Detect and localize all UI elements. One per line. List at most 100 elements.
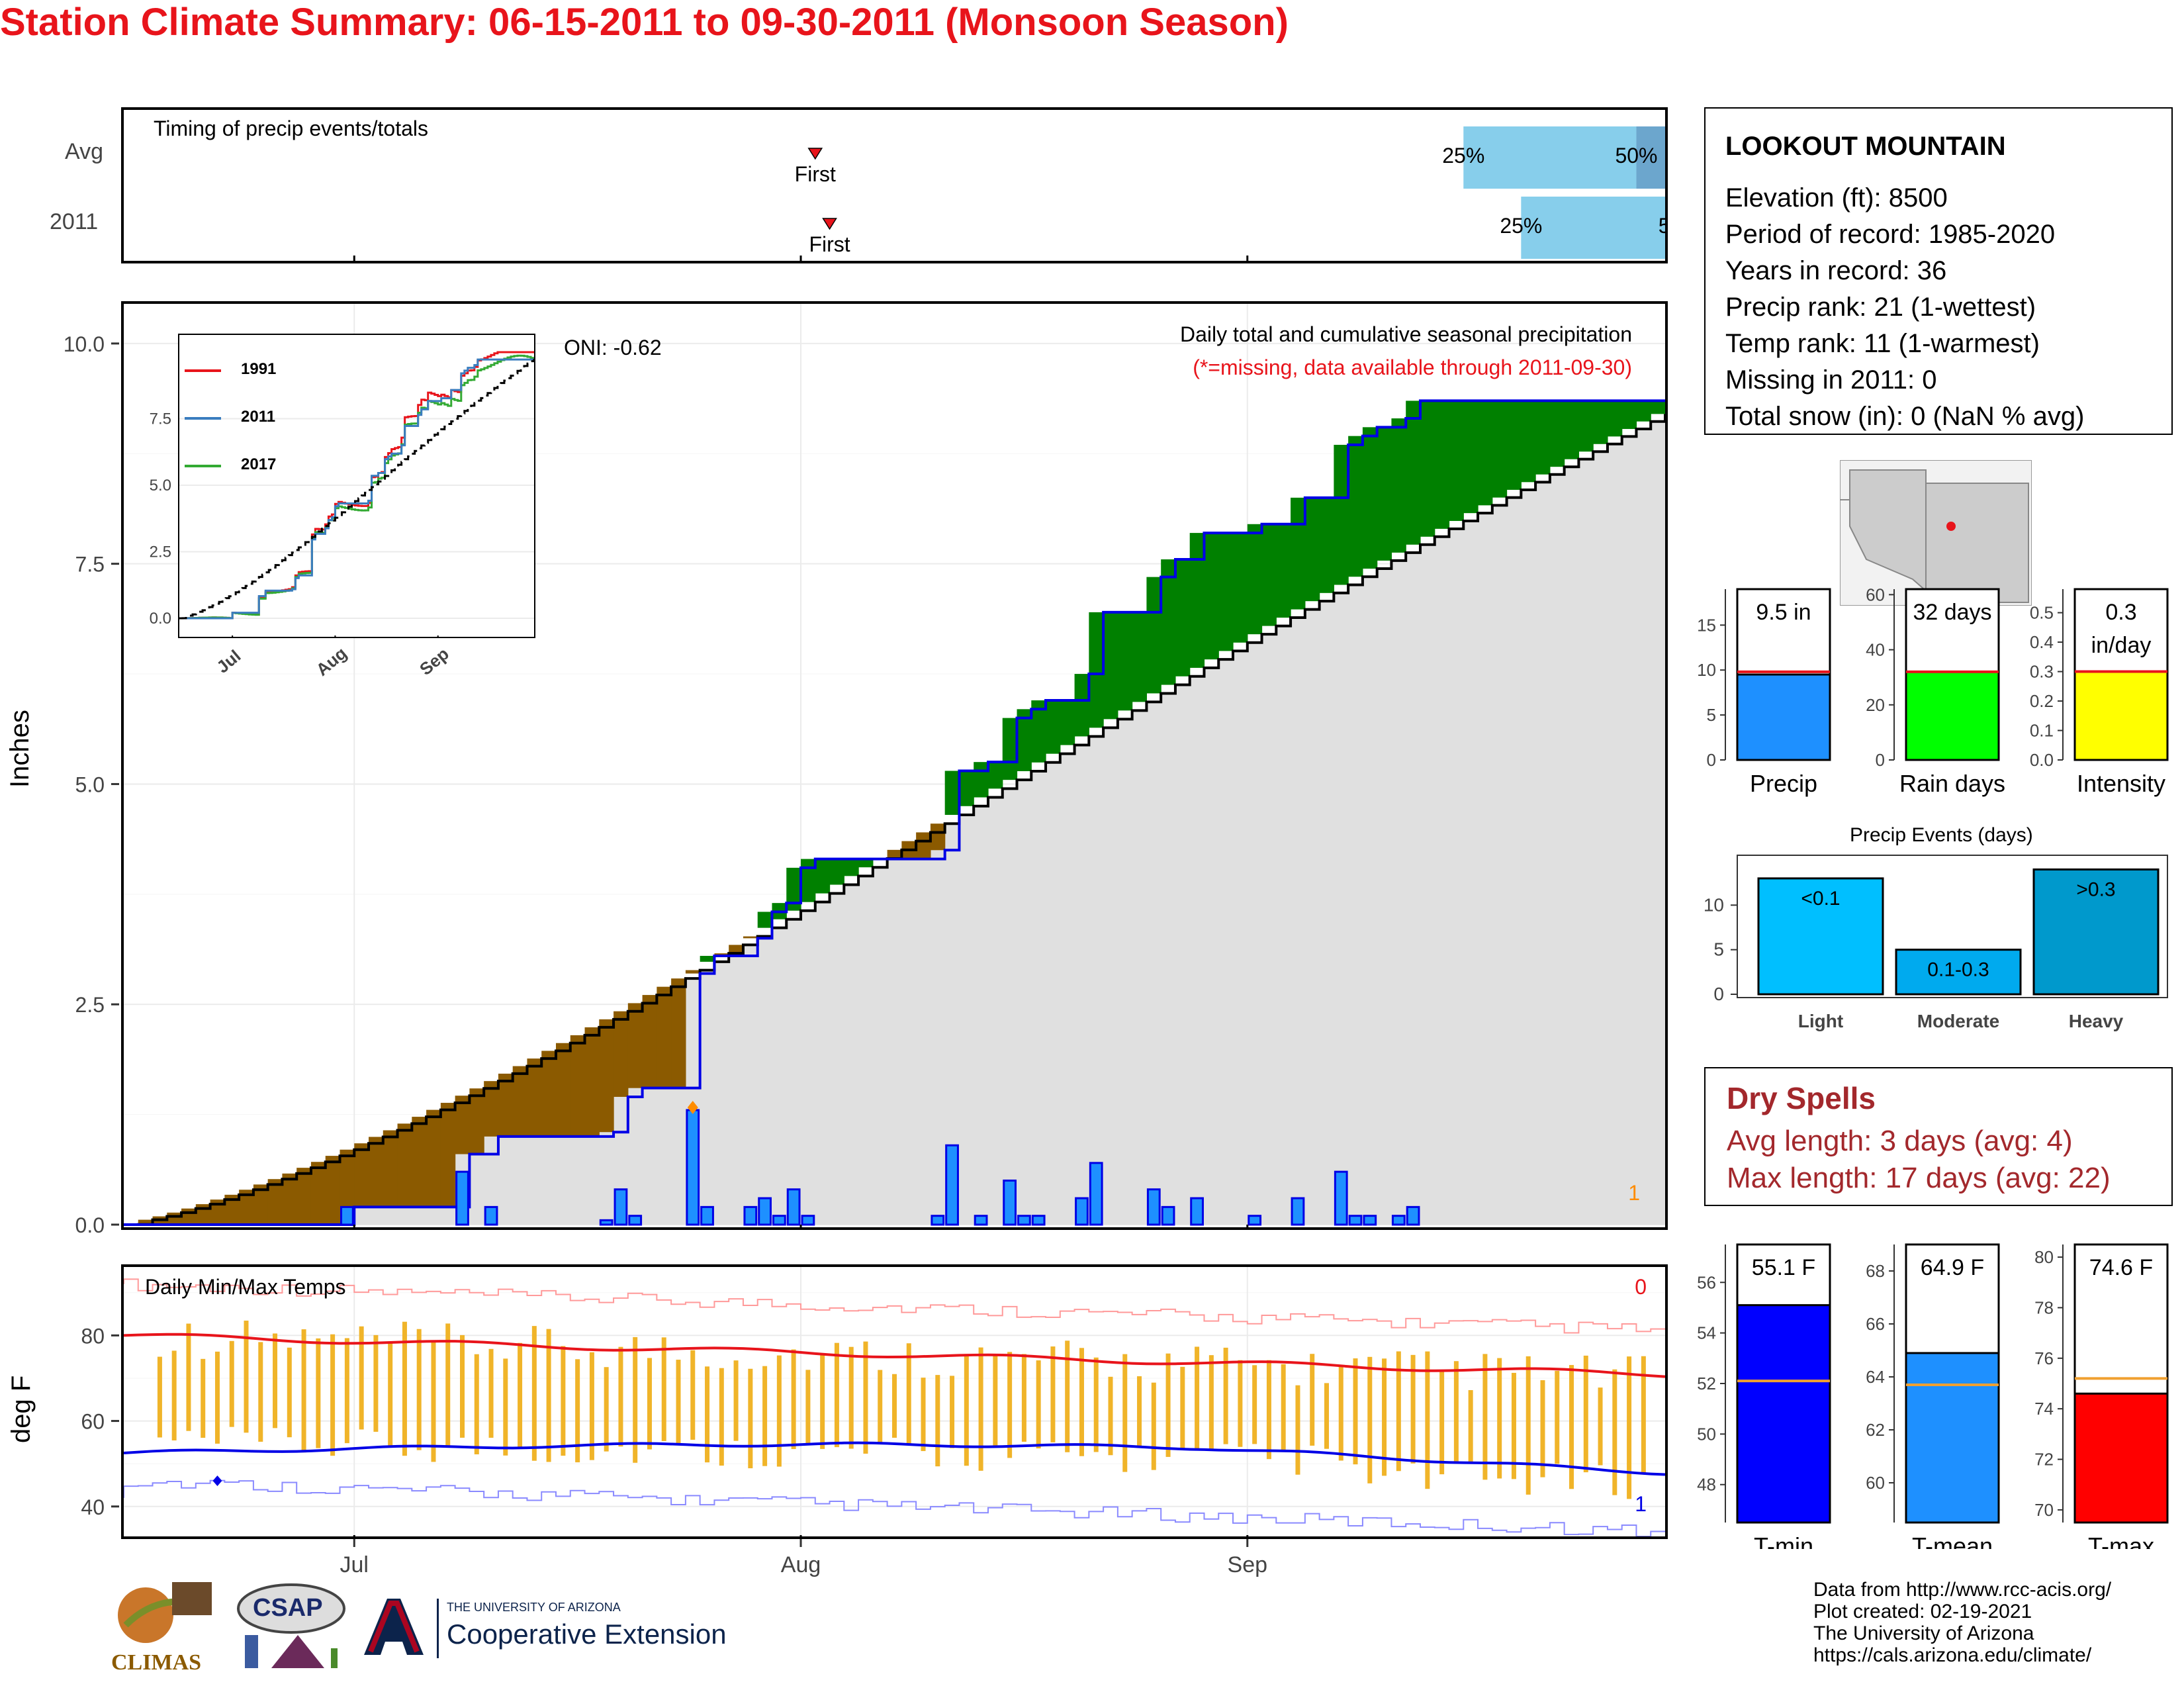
daily-temp-bar — [1310, 1354, 1315, 1446]
summary-bar-ytick-label: 15 — [1697, 615, 1716, 635]
above-avg-fill — [1247, 524, 1263, 635]
x-axis-tick-label: Aug — [781, 1552, 821, 1577]
missing-count: 1 — [1628, 1181, 1640, 1205]
daily-temp-bar — [748, 1368, 753, 1469]
above-avg-fill — [700, 956, 715, 962]
daily-temp-bar — [863, 1341, 868, 1454]
daily-temp-bar — [1180, 1366, 1185, 1450]
summary-bar-value — [2073, 1392, 2169, 1524]
below-avg-fill — [224, 1194, 240, 1225]
event-bar-moderate — [1895, 949, 2022, 996]
daily-temp-bar — [1540, 1380, 1545, 1477]
events-ytick-label: 10 — [1704, 894, 1724, 915]
event-bar-label: Light — [1798, 1011, 1843, 1031]
daily-temp-bar — [402, 1321, 407, 1456]
summary-bar-ytick-label: 0.1 — [2030, 721, 2054, 741]
avg-cumulative-area — [124, 414, 1665, 1225]
summary-bar-ytick-label: 0.2 — [2030, 691, 2054, 711]
temp-chart — [124, 1267, 1665, 1536]
dry-spells-avg: Avg length: 3 days (avg: 4) — [1727, 1125, 2073, 1157]
below-avg-fill — [310, 1162, 326, 1225]
below-avg-fill — [239, 1190, 254, 1225]
temp-ytick-label: 80 — [81, 1324, 105, 1348]
timing-label-50: 50% — [1659, 214, 1665, 238]
event-bar-light — [1757, 877, 1884, 996]
max-precip-marker — [687, 1100, 698, 1114]
daily-temp-bar — [776, 1355, 782, 1467]
daily-temp-bar — [892, 1374, 897, 1438]
timing-label-25: 25% — [1442, 144, 1484, 167]
ua-divider — [437, 1599, 439, 1658]
summary-bar-ytick-label: 0.3 — [2030, 662, 2054, 682]
timing-chart: 25%50%75%FirstLast25%50%75%FirstLast — [353, 126, 1665, 261]
daily-temp-bar — [1569, 1365, 1574, 1489]
summary-bar-label: Intensity — [2077, 770, 2165, 797]
summary-bar-ytick-label: 56 — [1697, 1272, 1716, 1292]
temp-ytick-label: 40 — [81, 1495, 105, 1519]
summary-bar-value — [1736, 1304, 1831, 1524]
summary-bar-label: T-max — [2088, 1532, 2154, 1549]
daily-temp-bar — [978, 1347, 983, 1471]
summary-bar-ytick-label: 78 — [2034, 1297, 2054, 1317]
below-avg-fill — [354, 1143, 369, 1207]
below-avg-fill — [541, 1051, 557, 1137]
station-elevation: Elevation (ft): 8500 — [1725, 183, 1948, 212]
summary-bar-ytick-label: 40 — [1866, 640, 1885, 660]
record-max-line — [124, 1278, 1665, 1334]
daily-temp-bar — [633, 1336, 638, 1463]
above-avg-fill — [1060, 700, 1075, 745]
summary-bar-ytick-label: 5 — [1707, 705, 1716, 725]
summary-bar-label: Rain days — [1899, 770, 2005, 797]
daily-temp-bar — [993, 1354, 998, 1448]
below-avg-fill — [627, 1003, 643, 1088]
events-chart: 0 5 10 <0.1 Light 0.1-0.3 Moderate >0.3 Heavy — [1704, 855, 2168, 1031]
event-bar-label: Moderate — [1917, 1011, 1999, 1031]
location-map — [1840, 460, 2032, 606]
daily-precip-bar — [974, 1215, 988, 1226]
summary-bar-value-unit: in/day — [2091, 633, 2152, 658]
below-avg-fill — [282, 1173, 297, 1225]
daily-temp-bar — [1396, 1351, 1401, 1472]
above-avg-fill — [1478, 400, 1493, 506]
daily-temp-bar — [1382, 1358, 1387, 1476]
inset-chart: 0.02.55.07.5 1991 2011 2017 0.02.55.07.5… — [150, 334, 535, 680]
below-avg-fill — [555, 1043, 571, 1137]
above-avg-fill — [1348, 436, 1363, 577]
precip-panel: ONI: -0.62 Daily total and cumulative se… — [121, 301, 1668, 1230]
above-avg-fill — [1651, 400, 1665, 414]
precip-ytick-label: 10.0 — [64, 332, 105, 356]
precip-ytick-label: 2.5 — [75, 993, 105, 1017]
precip-ytick-label: 5.0 — [75, 773, 105, 796]
missing-note: (*=missing, data available through 2011-… — [1193, 355, 1632, 379]
daily-temp-bar — [1065, 1340, 1070, 1452]
daily-temp-bar — [186, 1323, 191, 1431]
avg-min-temp-line — [124, 1441, 1665, 1476]
below-avg-fill — [512, 1066, 528, 1137]
daily-temp-bar — [618, 1346, 623, 1447]
daily-precip-bar — [1003, 1179, 1017, 1226]
inset-line-2011 — [179, 358, 534, 620]
above-avg-fill — [1146, 577, 1161, 694]
temp-summary-bars: 48 50 52 54 56 T-min 55.1 F 60 62 64 66 68 T-mean 64.… — [1697, 1243, 2169, 1549]
above-avg-fill — [959, 771, 974, 806]
daily-temp-bar — [445, 1323, 451, 1446]
summary-bar-value-text: 74.6 F — [2089, 1255, 2153, 1280]
above-avg-fill — [1319, 497, 1334, 593]
summary-bar-ytick-label: 64 — [1866, 1367, 1885, 1387]
summary-bar-ytick-label: 0 — [1707, 750, 1716, 770]
event-bar-heavy — [2032, 868, 2160, 996]
event-bar-range: <0.1 — [1801, 888, 1840, 910]
below-avg-fill — [614, 1011, 629, 1097]
precip-y-axis: 0.0 2.5 5.0 7.5 10.0 — [64, 332, 119, 1237]
above-avg-fill — [1046, 700, 1061, 754]
summary-bar-ytick-label: 10 — [1697, 660, 1716, 680]
daily-precip-bar — [484, 1205, 498, 1226]
daily-precip-bar — [686, 1109, 700, 1226]
above-avg-fill — [1304, 497, 1320, 602]
daily-temp-bar — [229, 1340, 234, 1427]
daily-precip-bar — [1146, 1188, 1161, 1226]
legend-swatch-1991 — [185, 369, 221, 372]
above-avg-fill — [829, 859, 844, 885]
below-avg-fill — [469, 1088, 484, 1154]
daily-temp-bar — [531, 1326, 537, 1461]
